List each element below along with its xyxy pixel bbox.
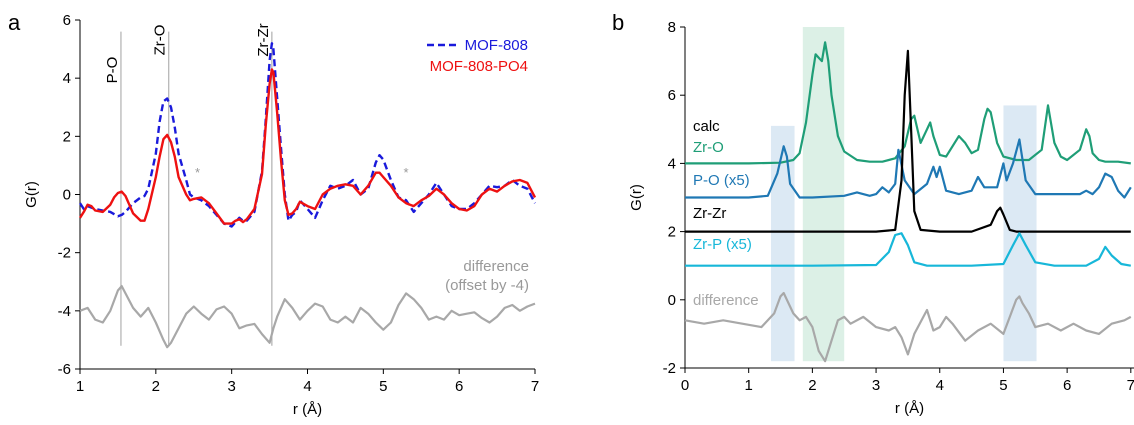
peak-annotation: Zr-Zr [255,23,272,56]
difference-offset-label: (offset by -4) [445,277,529,294]
x-tick-label: 3 [872,377,880,394]
peak-annotation: P-O [104,57,121,84]
star-marker: * [195,165,200,180]
peak-annotation: Zr-O [152,25,169,56]
y-tick-label: -4 [58,303,71,320]
x-tick-label: 4 [303,378,311,395]
series-line-p-o-x5- [685,138,1132,199]
y-tick-label: 6 [63,12,71,29]
x-tick-label: 0 [681,377,689,394]
x-axis-label: r (Å) [895,400,924,417]
y-tick-label: 8 [668,19,676,36]
y-tick-label: -6 [58,361,71,378]
series-line-difference [684,291,1132,363]
y-tick-label: 2 [668,224,676,241]
series-label-p-o-x5-: P-O (x5) [693,172,750,189]
legend-label-mof808: MOF-808 [465,37,528,54]
chart-b: -2 0 2 4 6 8 0 1 2 3 4 5 6 7 r (Å) G(r) calc Zr-O P-O (x5)… [628,19,1134,417]
star-marker: * [404,165,409,180]
series-line-zr-o [685,41,1131,165]
y-tick-label: 0 [668,292,676,309]
x-tick-label: 4 [936,377,944,394]
y-tick-label: 4 [668,155,676,172]
x-tick-label: 2 [808,377,816,394]
legend-label-mof808-po4: MOF-808-PO4 [430,58,528,75]
x-tick-label: 6 [455,378,463,395]
x-tick-label: 7 [1127,377,1134,394]
series-label-calc: calc [693,118,720,135]
x-tick-label: 1 [76,378,84,395]
legend: MOF-808 MOF-808-PO4 [427,37,528,75]
x-tick-label: 3 [227,378,235,395]
series-line-difference [79,285,536,349]
x-axis-label: r (Å) [293,401,322,418]
y-tick-label: -2 [58,245,71,262]
x-tick-label: 7 [531,378,539,395]
y-tick-label: 4 [63,70,71,87]
y-tick-label: 0 [63,187,71,204]
series-line-MOF-808-PO4 [78,68,537,225]
x-tick-label: 1 [745,377,753,394]
x-tick-label: 5 [379,378,387,395]
series-line-MOF-808 [78,42,537,228]
y-tick-label: -2 [663,360,676,377]
panel-a-letter: a [8,10,21,35]
x-tick-label: 6 [1063,377,1071,394]
y-tick-label: 6 [668,87,676,104]
shaded-region [802,27,845,362]
y-tick-label: 2 [63,128,71,145]
series-label-zr-o: Zr-O [693,139,724,156]
x-tick-label: 2 [152,378,160,395]
y-axis-label: G(r) [23,181,40,208]
series-line-zr-p-x5- [685,232,1131,267]
panel-b-letter: b [612,10,624,35]
x-tick-label: 5 [999,377,1007,394]
y-axis-label: G(r) [628,184,645,211]
chart-a: -6 -4 -2 0 2 4 6 1 2 3 4 5 6 7 r (Å) G(r) P-O Zr-O Zr-Zr * *… [23,12,539,418]
difference-label: difference [463,258,529,275]
series-label-zr-p-x5-: Zr-P (x5) [693,236,752,253]
series-line-zr-zr [685,49,1131,233]
series-label-zr-zr: Zr-Zr [693,205,726,222]
series-label-difference: difference [693,292,759,309]
